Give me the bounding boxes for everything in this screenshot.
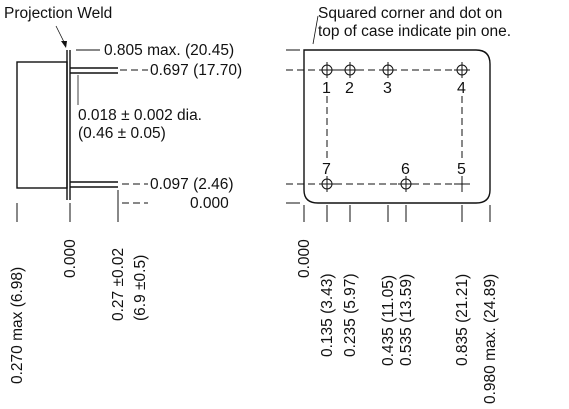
pin-length-label-2: (6.9 ±0.5)	[132, 255, 149, 321]
note-leader	[312, 15, 319, 45]
height-max-label: 0.805 max. (20.45)	[104, 42, 234, 59]
top-zero-label: 0.000	[296, 239, 313, 278]
side-view	[16, 25, 119, 222]
dim-0135-label: 0.135 (3.43)	[319, 273, 336, 357]
pin-5-marker	[454, 176, 470, 192]
pin-7-marker	[319, 176, 335, 192]
pin-1-marker	[319, 62, 335, 78]
dim-0235-label: 0.235 (5.97)	[342, 273, 359, 357]
pin-6-number: 6	[401, 161, 410, 178]
side-view-case	[16, 61, 68, 189]
pin-3-number: 3	[383, 80, 392, 97]
pin-row-bottom-label: 0.097 (2.46)	[150, 176, 234, 193]
pin-dia-label-2: (0.46 ± 0.05)	[78, 125, 166, 142]
pin-length-label-1: 0.27 ±0.02	[110, 248, 127, 321]
pin-5-number: 5	[457, 161, 466, 178]
pin-4-marker	[454, 62, 470, 78]
dim-0435-label: 0.435 (11.05)	[380, 275, 397, 366]
weld-arrow-head	[61, 41, 67, 48]
zero-right-label: 0.000	[190, 195, 229, 212]
pin-7-number: 7	[322, 161, 331, 178]
top-view-case	[303, 49, 491, 204]
note-line-2: top of case indicate pin one.	[318, 23, 511, 40]
pin-row-top-label: 0.697 (17.70)	[150, 62, 242, 79]
pin-dia-label-1: 0.018 ± 0.002 dia.	[78, 107, 202, 124]
pin-2-number: 2	[345, 80, 354, 97]
side-zero-label: 0.000	[62, 239, 79, 278]
pin-1-number: 1	[322, 80, 331, 97]
pin-4-number: 4	[457, 80, 466, 97]
note-line-1: Squared corner and dot on	[318, 5, 502, 22]
dim-0980-label: 0.980 max. (24.89)	[482, 274, 499, 404]
projection-weld-label: Projection Weld	[4, 5, 112, 22]
row-dimensions	[76, 49, 318, 204]
side-width-max-label: 0.270 max (6.98)	[9, 267, 26, 384]
top-view	[303, 15, 491, 222]
dim-0535-label: 0.535 (13.59)	[398, 274, 415, 366]
dim-0835-label: 0.835 (21.21)	[454, 274, 471, 366]
